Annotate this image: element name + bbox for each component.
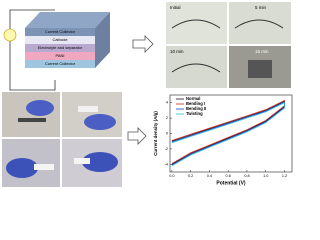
layer (25, 28, 95, 36)
y-axis-label: Current density (A/g) (153, 111, 158, 156)
x-tick-label: 1.2 (282, 174, 287, 178)
x-tick-label: 1.0 (263, 174, 268, 178)
photo (229, 2, 291, 44)
layer-label: Cathode (52, 37, 68, 42)
bulb (3, 28, 17, 42)
cv-curve (171, 102, 285, 167)
arrow (127, 127, 147, 145)
layer-label: PANI (55, 53, 64, 58)
layer (25, 60, 95, 68)
layer (25, 52, 95, 60)
y-tick-label: 0 (166, 132, 168, 136)
x-tick-label: 0.2 (188, 174, 193, 178)
photo-label: Initial (170, 5, 181, 10)
legend-label: Bending II (186, 106, 206, 111)
arrows (127, 35, 154, 145)
photo-label: 10 min (170, 49, 184, 54)
y-tick-label: 4 (166, 101, 168, 105)
photo (2, 92, 60, 137)
device (18, 118, 46, 122)
y-tick-label: 2 (166, 116, 168, 120)
layer (25, 12, 110, 28)
figure: Current Collector Cathode Electrolyte an… (2, 2, 293, 187)
arrow (132, 35, 154, 53)
photo (166, 2, 227, 44)
device (248, 60, 272, 78)
device (78, 106, 98, 112)
layer-side (95, 12, 110, 68)
layer (25, 36, 95, 44)
photo (62, 92, 122, 137)
y-tick-label: -2 (165, 147, 168, 151)
x-tick-label: 0.8 (244, 174, 249, 178)
glove (26, 100, 54, 116)
layer-label: Electrolyte and separator (38, 45, 83, 50)
device (34, 164, 54, 170)
x-tick-label: 0.6 (226, 174, 231, 178)
page: Current Collector Cathode Electrolyte an… (2, 2, 293, 187)
photo (166, 46, 227, 88)
legend-label: Normal (186, 96, 200, 101)
wire (171, 19, 284, 73)
wire (9, 9, 56, 91)
layer-label: Current Collector (45, 61, 76, 66)
x-axis-label: Potential (V) (216, 180, 246, 186)
led-photos: Initial 5 min 10 min 15 min (166, 2, 291, 88)
layer (25, 44, 95, 52)
x-tick-label: 0.4 (207, 174, 212, 178)
layer-label: Current Collector (45, 29, 76, 34)
x-tick-label: 0.0 (169, 174, 174, 178)
device (74, 158, 90, 164)
bending-photos (2, 92, 122, 187)
device-diagram: Current Collector Cathode Electrolyte an… (3, 9, 110, 91)
glove (84, 114, 116, 130)
photo-label: 15 min (255, 49, 269, 54)
glove (6, 158, 38, 178)
glove (82, 152, 118, 172)
legend-label: Bending I (186, 101, 205, 106)
y-tick-label: -4 (165, 162, 168, 166)
legend-label: Twisting (186, 111, 203, 116)
photo-label: 5 min (255, 5, 267, 10)
